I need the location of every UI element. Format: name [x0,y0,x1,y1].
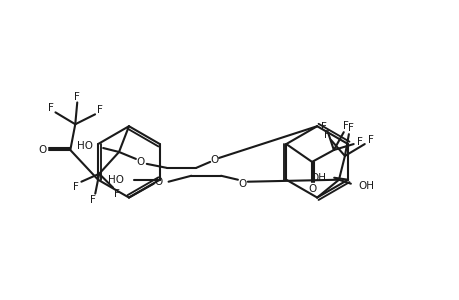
Text: O: O [238,179,246,189]
Text: F: F [356,137,362,147]
Text: O: O [136,157,145,167]
Text: OH: OH [310,173,325,183]
Text: F: F [342,121,348,131]
Text: OH: OH [358,181,374,191]
Text: F: F [114,189,120,199]
Text: F: F [47,103,53,113]
Text: F: F [320,122,326,132]
Text: HO: HO [77,141,93,151]
Text: HO: HO [108,175,124,185]
Text: F: F [90,194,96,205]
Text: F: F [74,92,80,101]
Text: O: O [154,177,162,187]
Text: O: O [39,145,47,155]
Text: O: O [210,155,218,165]
Text: F: F [73,182,79,192]
Text: F: F [324,130,329,140]
Text: F: F [347,123,353,133]
Text: O: O [307,184,315,194]
Text: F: F [97,105,103,116]
Text: F: F [367,135,373,145]
